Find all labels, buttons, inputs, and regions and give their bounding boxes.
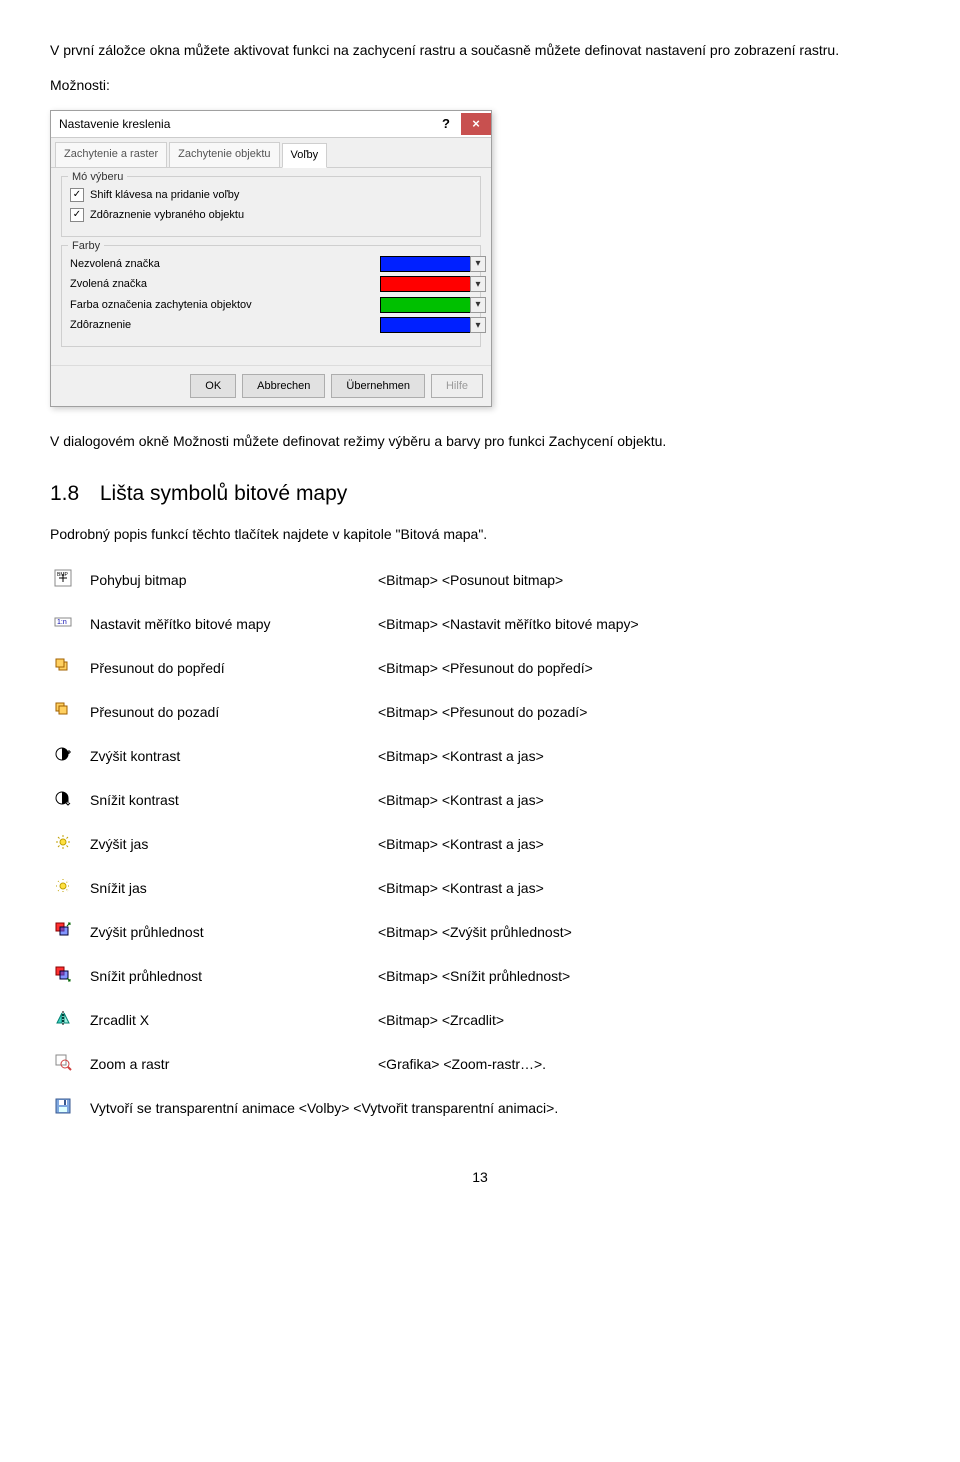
table-row: Přesunout do popředí<Bitmap> <Přesunout …	[50, 647, 910, 691]
table-row: Snížit jas<Bitmap> <Kontrast a jas>	[50, 867, 910, 911]
group-title-colors: Farby	[68, 238, 104, 255]
transparency-up-icon	[50, 911, 86, 955]
contrast-up-icon	[50, 735, 86, 779]
function-menu-path: <Grafika> <Zoom-rastr…>.	[374, 1043, 910, 1087]
function-menu-path: <Bitmap> <Nastavit měřítko bitové mapy>	[374, 603, 910, 647]
function-menu-path: Vytvoří se transparentní animace <Volby>…	[86, 1087, 910, 1131]
function-table: BMPPohybuj bitmap<Bitmap> <Posunout bitm…	[50, 559, 910, 1131]
checkbox-label: Zdôraznenie vybraného objektu	[90, 207, 244, 224]
group-colors: Farby Nezvolená značka Zvolená značka Fa…	[61, 245, 481, 347]
svg-text:1:n: 1:n	[57, 619, 67, 626]
function-menu-path: <Bitmap> <Kontrast a jas>	[374, 823, 910, 867]
function-menu-path: <Bitmap> <Zrcadlit>	[374, 999, 910, 1043]
tab-object-snap[interactable]: Zachytenie objektu	[169, 142, 279, 167]
color-label: Zvolená značka	[70, 276, 147, 293]
color-label: Farba označenia zachytenia objektov	[70, 297, 252, 314]
table-row: Snížit kontrast<Bitmap> <Kontrast a jas>	[50, 779, 910, 823]
function-name: Zvýšit průhlednost	[86, 911, 374, 955]
function-menu-path: <Bitmap> <Snížit průhlednost>	[374, 955, 910, 999]
table-row: 1:n Nastavit měřítko bitové mapy<Bitmap> …	[50, 603, 910, 647]
color-picker-selected[interactable]	[380, 276, 472, 292]
table-row: Zrcadlit X<Bitmap> <Zrcadlit>	[50, 999, 910, 1043]
function-name: Snížit průhlednost	[86, 955, 374, 999]
dialog-title: Nastavenie kreslenia	[59, 115, 431, 133]
function-name: Zvýšit kontrast	[86, 735, 374, 779]
zoom-raster-icon	[50, 1043, 86, 1087]
section-number: 1.8	[50, 478, 94, 510]
dialog-titlebar: Nastavenie kreslenia ? ×	[51, 111, 491, 138]
table-row: Zoom a rastr<Grafika> <Zoom-rastr…>.	[50, 1043, 910, 1087]
function-menu-path: <Bitmap> <Zvýšit průhlednost>	[374, 911, 910, 955]
cancel-button[interactable]: Abbrechen	[242, 374, 325, 399]
table-row: Vytvoří se transparentní animace <Volby>…	[50, 1087, 910, 1131]
function-menu-path: <Bitmap> <Přesunout do popředí>	[374, 647, 910, 691]
intro-p1: V první záložce okna můžete aktivovat fu…	[50, 40, 910, 61]
group-selection-mode: Mó výberu ✓ Shift klávesa na pridanie vo…	[61, 176, 481, 237]
function-name: Zvýšit jas	[86, 823, 374, 867]
page-number: 13	[50, 1167, 910, 1188]
function-menu-path: <Bitmap> <Kontrast a jas>	[374, 867, 910, 911]
section-title: Lišta symbolů bitové mapy	[100, 482, 347, 505]
dialog-tabs: Zachytenie a raster Zachytenie objektu V…	[51, 138, 491, 168]
function-name: Pohybuj bitmap	[86, 559, 374, 603]
brightness-up-icon	[50, 823, 86, 867]
function-name: Zoom a rastr	[86, 1043, 374, 1087]
contrast-down-icon	[50, 779, 86, 823]
table-row: Zvýšit jas<Bitmap> <Kontrast a jas>	[50, 823, 910, 867]
table-row: BMPPohybuj bitmap<Bitmap> <Posunout bitm…	[50, 559, 910, 603]
send-back-icon	[50, 691, 86, 735]
function-menu-path: <Bitmap> <Kontrast a jas>	[374, 779, 910, 823]
function-name: Nastavit měřítko bitové mapy	[86, 603, 374, 647]
function-menu-path: <Bitmap> <Kontrast a jas>	[374, 735, 910, 779]
intro-p3: V dialogovém okně Možnosti můžete defino…	[50, 431, 910, 452]
apply-button[interactable]: Übernehmen	[331, 374, 425, 399]
group-title-selection: Mó výberu	[68, 169, 127, 186]
brightness-down-icon	[50, 867, 86, 911]
mirror-x-icon	[50, 999, 86, 1043]
ok-button[interactable]: OK	[190, 374, 236, 399]
function-name: Přesunout do popředí	[86, 647, 374, 691]
bitmap-move-icon: BMP	[50, 559, 86, 603]
section-heading: 1.8 Lišta symbolů bitové mapy	[50, 478, 910, 510]
bring-front-icon	[50, 647, 86, 691]
close-icon[interactable]: ×	[461, 113, 491, 135]
table-row: Zvýšit průhlednost<Bitmap> <Zvýšit průhl…	[50, 911, 910, 955]
table-row: Snížit průhlednost<Bitmap> <Snížit průhl…	[50, 955, 910, 999]
help-titlebar-button[interactable]: ?	[431, 113, 461, 135]
color-label: Zdôraznenie	[70, 317, 131, 334]
tab-options[interactable]: Voľby	[282, 143, 328, 168]
checkbox-shift-add[interactable]: ✓	[70, 188, 84, 202]
help-button[interactable]: Hilfe	[431, 374, 483, 399]
color-picker-snap[interactable]	[380, 297, 472, 313]
scale-icon: 1:n	[50, 603, 86, 647]
function-menu-path: <Bitmap> <Posunout bitmap>	[374, 559, 910, 603]
function-name: Snížit kontrast	[86, 779, 374, 823]
checkbox-label: Shift klávesa na pridanie voľby	[90, 187, 239, 204]
function-name: Přesunout do pozadí	[86, 691, 374, 735]
transparency-down-icon	[50, 955, 86, 999]
color-picker-unselected[interactable]	[380, 256, 472, 272]
table-row: Zvýšit kontrast<Bitmap> <Kontrast a jas>	[50, 735, 910, 779]
function-name: Zrcadlit X	[86, 999, 374, 1043]
function-menu-path: <Bitmap> <Přesunout do pozadí>	[374, 691, 910, 735]
table-row: Přesunout do pozadí<Bitmap> <Přesunout d…	[50, 691, 910, 735]
intro-p2: Možnosti:	[50, 75, 910, 96]
tab-raster[interactable]: Zachytenie a raster	[55, 142, 167, 167]
save-animation-icon	[50, 1087, 86, 1131]
color-picker-highlight[interactable]	[380, 317, 472, 333]
section-intro: Podrobný popis funkcí těchto tlačítek na…	[50, 524, 910, 545]
checkbox-highlight-selected[interactable]: ✓	[70, 208, 84, 222]
dialog-screenshot: Nastavenie kreslenia ? × Zachytenie a ra…	[50, 110, 910, 407]
function-name: Snížit jas	[86, 867, 374, 911]
color-label: Nezvolená značka	[70, 256, 160, 273]
